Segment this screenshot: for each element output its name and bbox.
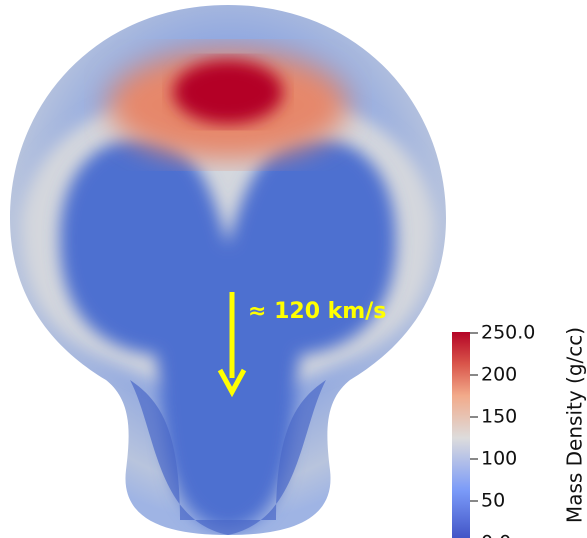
render: ≈ 120 km/s 250.0 200 150 100 50 0.0 Mass Dens… <box>0 0 587 538</box>
colorbar-ticks: 250.0 200 150 100 50 0.0 <box>470 322 535 538</box>
tick-label: 150 <box>481 406 517 428</box>
density-field <box>0 0 460 538</box>
annotation: ≈ 120 km/s <box>248 299 386 324</box>
tick-label: 200 <box>481 364 517 386</box>
tick-label: 0.0 <box>481 532 511 538</box>
colorbar-title: Mass Density (g/cc) <box>563 327 587 523</box>
tick-label: 250.0 <box>481 322 535 344</box>
tick-label: 50 <box>481 490 505 512</box>
colorbar <box>452 332 470 538</box>
tick-label: 100 <box>481 448 517 470</box>
